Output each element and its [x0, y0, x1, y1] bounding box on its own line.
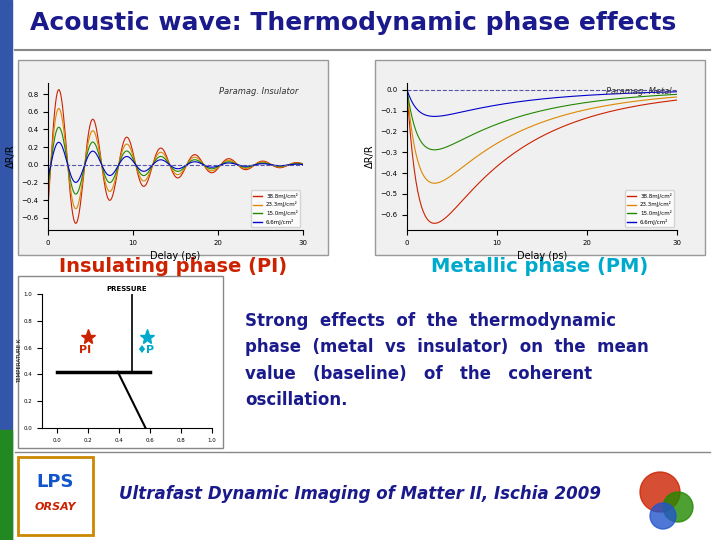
Title: PRESSURE: PRESSURE [107, 286, 148, 292]
Circle shape [640, 472, 680, 512]
Bar [375, 60, 705, 255]
Circle shape [663, 492, 693, 522]
Text: ♦P: ♦P [137, 345, 155, 355]
Text: Acoustic wave: Thermodynamic phase effects: Acoustic wave: Thermodynamic phase effec… [30, 11, 676, 35]
Bar [18, 60, 328, 255]
Text: Paramag. Metal: Paramag. Metal [606, 87, 672, 97]
Bar [0, 430, 12, 540]
X-axis label: Delay (ps): Delay (ps) [150, 251, 201, 261]
Text: PI: PI [79, 345, 91, 355]
Text: Strong  effects  of  the  thermodynamic
phase  (metal  vs  insulator)  on  the  : Strong effects of the thermodynamic phas… [245, 312, 649, 409]
Text: Ultrafast Dynamic Imaging of Matter II, Ischia 2009: Ultrafast Dynamic Imaging of Matter II, … [119, 485, 601, 503]
Y-axis label: TEMPERATURE K: TEMPERATURE K [17, 339, 22, 383]
Legend: 38.8mJ/cm², 23.3mJ/cm², 15.0mJ/cm², 6.6mJ/cm²: 38.8mJ/cm², 23.3mJ/cm², 15.0mJ/cm², 6.6m… [251, 191, 300, 227]
Circle shape [650, 503, 676, 529]
X-axis label: Delay (ps): Delay (ps) [517, 251, 567, 261]
Y-axis label: ΔR/R: ΔR/R [364, 145, 374, 168]
Legend: 38.8mJ/cm², 23.3mJ/cm², 15.0mJ/cm², 6.6mJ/cm²: 38.8mJ/cm², 23.3mJ/cm², 15.0mJ/cm², 6.6m… [625, 191, 674, 227]
Text: Metallic phase (PM): Metallic phase (PM) [431, 258, 649, 276]
Text: LPS: LPS [36, 473, 73, 491]
Text: Paramag. Insulator: Paramag. Insulator [219, 87, 298, 97]
Bar [18, 457, 93, 535]
Y-axis label: ΔR/R: ΔR/R [6, 145, 16, 168]
Bar [18, 276, 223, 448]
Text: ORSAY: ORSAY [35, 502, 76, 512]
Text: Insulating phase (PI): Insulating phase (PI) [59, 258, 287, 276]
Bar [0, 0, 12, 540]
